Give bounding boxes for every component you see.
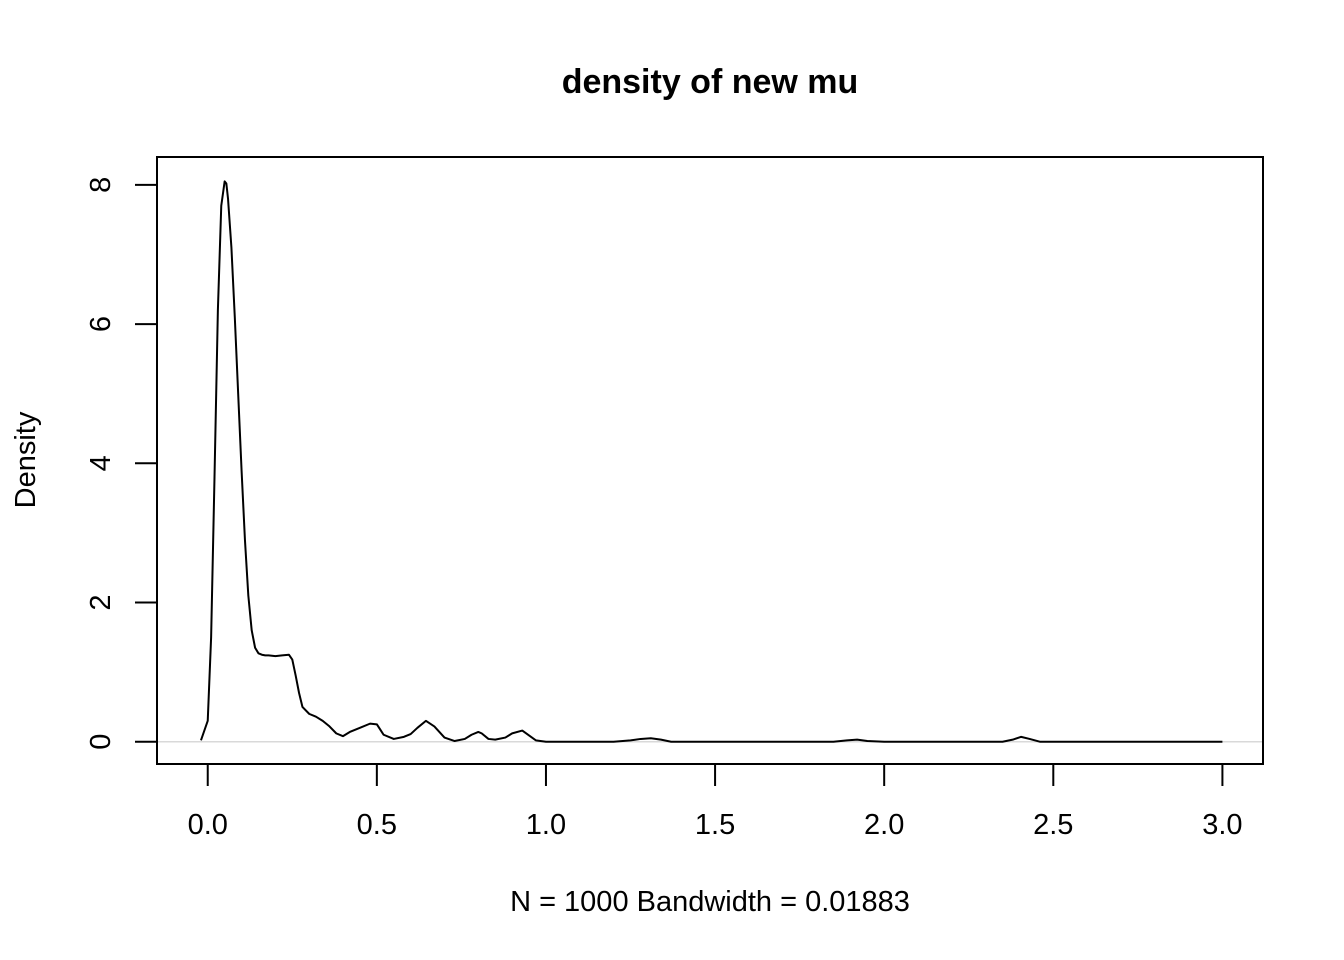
x-tick-label: 0.5 <box>357 809 397 841</box>
x-tick-label: 2.5 <box>1033 809 1073 841</box>
x-tick-label: 2.0 <box>864 809 904 841</box>
y-axis: 0 2 4 6 8 <box>85 177 158 750</box>
y-tick-label: 0 <box>85 734 117 750</box>
y-axis-title: Density <box>10 411 42 508</box>
y-tick-label: 2 <box>85 594 117 610</box>
x-tick-label: 1.0 <box>526 809 566 841</box>
plot-frame <box>156 156 1264 765</box>
density-curve <box>200 180 1223 743</box>
x-tick-label: 3.0 <box>1202 809 1242 841</box>
y-tick-label: 8 <box>85 177 117 193</box>
x-axis: 0.0 0.5 1.0 1.5 2.0 2.5 3.0 <box>188 763 1243 841</box>
x-tick-label: 1.5 <box>695 809 735 841</box>
y-tick-label: 6 <box>85 316 117 332</box>
chart-title: density of new mu <box>562 63 859 101</box>
y-tick-label: 4 <box>85 455 117 471</box>
x-axis-title: N = 1000 Bandwidth = 0.01883 <box>510 886 910 918</box>
x-tick-label: 0.0 <box>188 809 228 841</box>
